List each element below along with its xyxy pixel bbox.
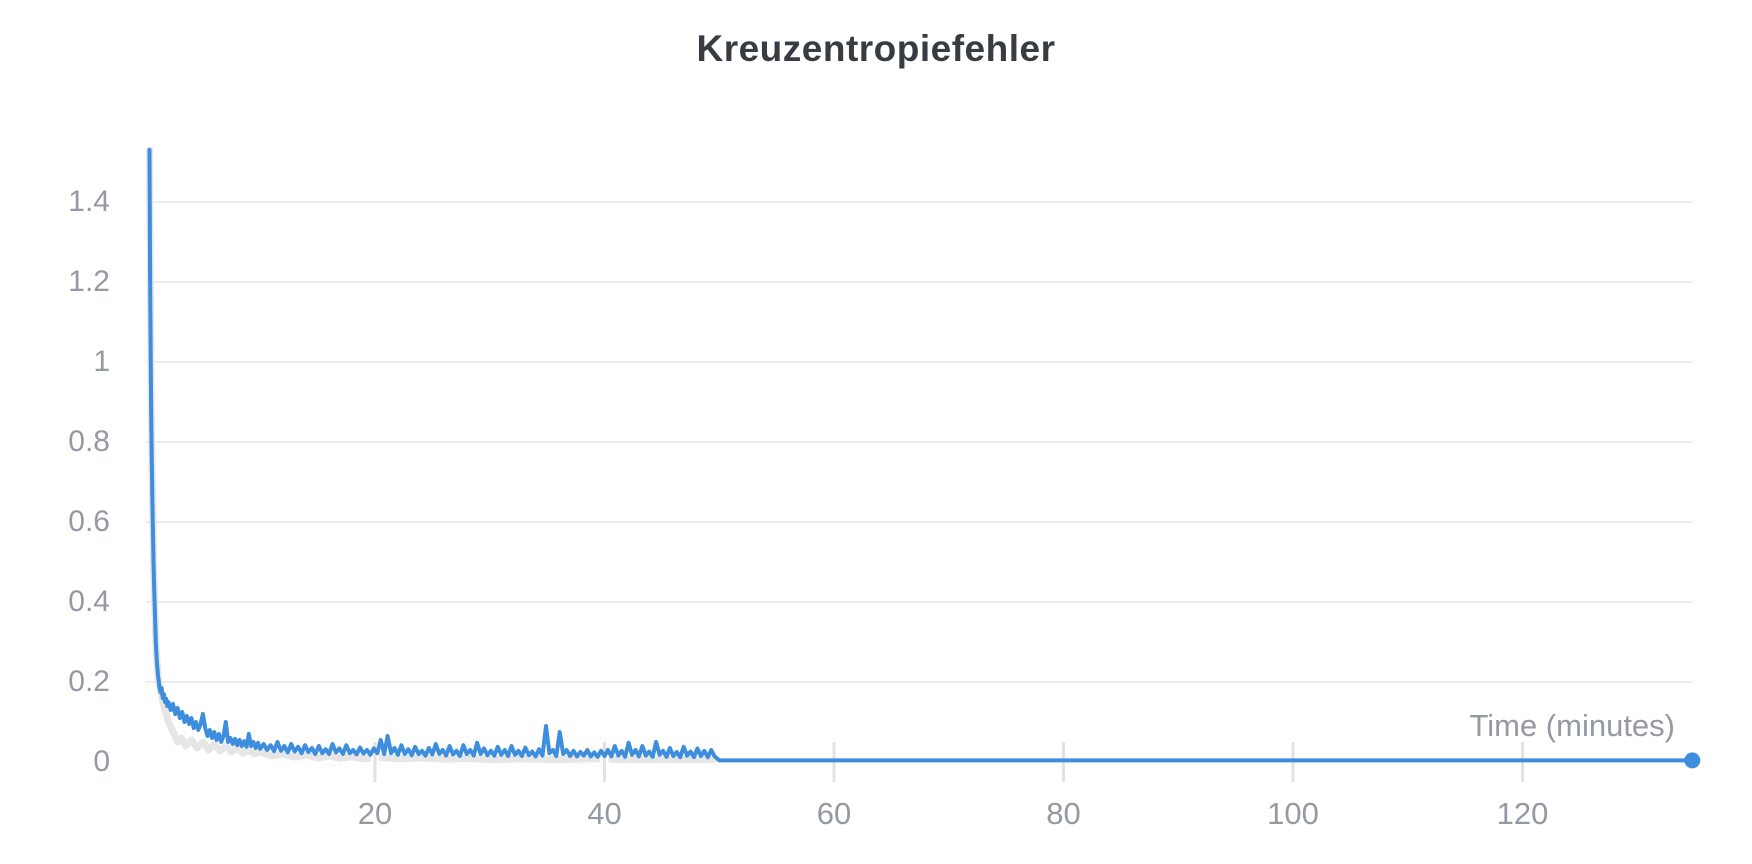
y-tick-label: 1.2: [68, 265, 110, 298]
y-tick-label: 0.8: [68, 425, 110, 458]
x-tick-label: 60: [816, 796, 852, 831]
x-tick-label: 40: [587, 796, 622, 831]
end-point-marker: [1684, 752, 1701, 769]
x-tick-label: 80: [1046, 796, 1081, 831]
x-tick-label: 120: [1496, 796, 1549, 831]
y-tick-label: 1.4: [68, 185, 110, 218]
kreuzentropiefehler-line: [147, 148, 1695, 763]
y-tick-label: 0: [93, 745, 110, 778]
background-trace-line: [146, 146, 717, 764]
y-tick-label: 0.6: [68, 505, 110, 538]
y-tick-label: 0.4: [68, 585, 110, 618]
x-axis-title: Time (minutes): [1469, 708, 1675, 743]
x-tick-label: 100: [1267, 796, 1319, 831]
y-tick-label: 0.2: [68, 665, 110, 698]
y-tick-label: 1: [93, 345, 110, 378]
x-tick-label: 20: [357, 796, 393, 831]
chart-title: Kreuzentropiefehler: [696, 28, 1056, 69]
